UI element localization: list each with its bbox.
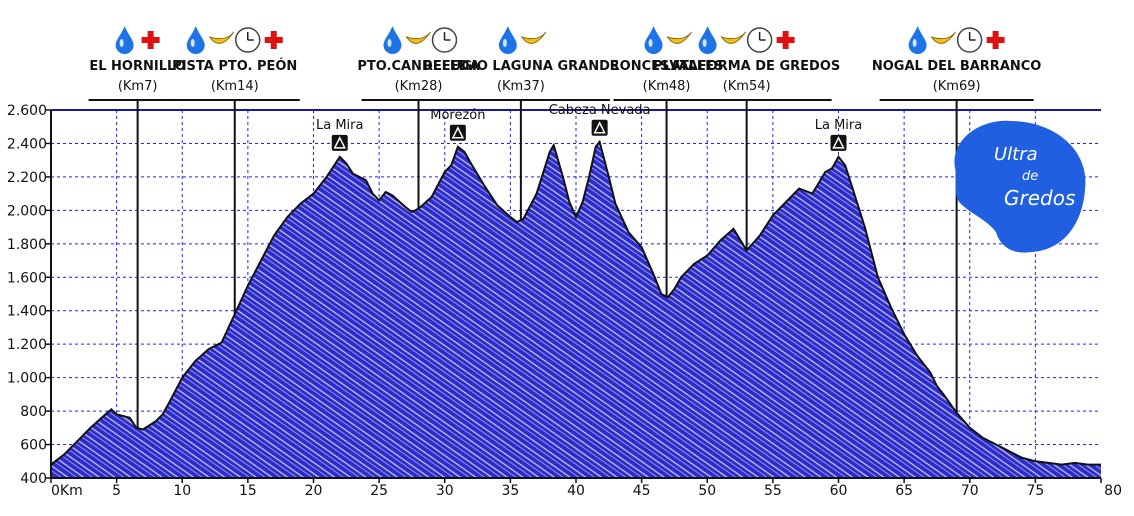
station-km-label: (Km14) [211,79,259,94]
water-drop-icon [698,26,717,54]
station-name: PLATAFORMA DE GREDOS [653,59,840,74]
aid-station: PLATAFORMA DE GREDOS (Km54) [653,26,840,251]
peak-name: La Mira [316,118,363,133]
x-tick-label: 15 [239,483,257,499]
station-km-label: (Km37) [497,79,545,94]
x-tick-label: 0Km [51,483,83,499]
banana-icon [520,31,547,44]
y-tick-label: 1.800 [7,237,47,253]
station-name: REFUGIO LAGUNA GRANDE [423,59,619,74]
station-name: PISTA PTO. PEÓN [172,58,297,74]
x-tick-label: 80 [1104,483,1122,499]
station-name: EL HORNILLO [89,59,186,74]
x-tick-label: 55 [764,483,782,499]
banana-icon [666,31,692,44]
y-tick-label: 2.200 [7,170,47,186]
station-name: PTO.CANDELEDA [357,59,479,74]
x-tick-label: 60 [830,483,848,499]
water-drop-icon [186,26,205,54]
peak-marker: La Mira [815,118,862,151]
aid-station: REFUGIO LAGUNA GRANDE (Km37) [423,26,619,221]
aid-station: NOGAL DEL BARRANCO (Km69) [872,26,1041,413]
peak-name: Cabeza Nevada [549,103,651,118]
x-tick-label: 50 [698,483,716,499]
x-tick-label: 20 [305,483,323,499]
water-drop-icon [498,26,517,54]
peak-name: La Mira [815,118,862,133]
x-tick-label: 25 [370,483,388,499]
x-axis-ticks: 0Km 5 10 15 20 25 30 35 40 45 50 55 60 65 70 75 80 [50,478,1122,499]
y-tick-label: 2.000 [7,203,47,219]
aid-station: EL HORNILLO (Km7) [88,26,187,429]
y-tick-label: 800 [20,404,47,420]
y-tick-label: 1.000 [7,371,47,387]
station-km-label: (Km7) [118,79,158,94]
banana-icon [405,31,431,44]
first-aid-cross-icon [264,31,283,49]
peak-name: Morezón [430,108,485,123]
clock-icon [956,27,983,53]
station-name: RONCESVALLES [610,59,724,74]
peak-marker: Morezón [430,108,486,141]
ultra-de-gredos-logo: Ultra de Gredos [954,120,1086,253]
logo-blob [954,120,1086,253]
clock-icon [235,27,261,53]
clock-icon [431,27,458,53]
logo-text-ultra: Ultra [994,144,1038,165]
logo-text-de: de [1022,169,1038,184]
elevation-area [50,139,1101,479]
y-tick-label: 1.400 [7,304,47,320]
clock-icon [746,27,773,53]
station-km-label: (Km28) [395,79,443,94]
y-tick-label: 2.400 [7,136,47,152]
y-tick-label: 600 [20,438,47,454]
aid-station: PTO.CANDELEDA (Km28) [357,26,480,209]
x-tick-label: 30 [436,483,454,499]
aid-stations: EL HORNILLO (Km7) PISTA PTO. PEÓN (Km14) PTO… [88,26,1041,429]
water-drop-icon [115,26,134,54]
first-aid-cross-icon [986,31,1005,49]
first-aid-cross-icon [776,31,795,49]
station-km-label: (Km54) [723,79,771,94]
x-tick-label: 35 [501,483,519,499]
banana-icon [930,31,957,44]
elevation-line [50,139,1101,466]
banana-icon [208,31,235,44]
x-tick-label: 65 [895,483,913,499]
x-tick-label: 5 [112,483,121,499]
x-tick-label: 45 [633,483,651,499]
logo-text-gredos: Gredos [1004,186,1075,210]
peak-markers: La Mira Morezón Cabeza Nevada La Mira [316,103,862,151]
elevation-fill [51,141,1101,479]
y-tick-label: 1.200 [7,337,47,353]
y-tick-label: 400 [20,471,47,487]
water-drop-icon [383,26,402,54]
x-tick-label: 10 [173,483,191,499]
first-aid-cross-icon [141,31,160,49]
aid-station: PISTA PTO. PEÓN (Km14) [169,26,300,315]
banana-icon [720,31,747,44]
station-name: NOGAL DEL BARRANCO [872,59,1041,74]
water-drop-icon [644,26,663,54]
station-km-label: (Km69) [933,79,981,94]
y-axis-ticks: 400 600 800 1.000 1.200 1.400 1.600 1.800 2.000 2… [7,103,51,487]
x-tick-label: 40 [567,483,585,499]
x-tick-label: 75 [1026,483,1044,499]
peak-marker: La Mira [316,118,363,151]
water-drop-icon [908,26,927,54]
y-tick-label: 1.600 [7,270,47,286]
peak-marker: Cabeza Nevada [549,103,651,136]
x-tick-label: 70 [961,483,979,499]
aid-station: RONCESVALLES (Km48) [610,26,724,297]
y-tick-label: 2.600 [7,103,47,119]
station-km-label: (Km48) [643,79,691,94]
